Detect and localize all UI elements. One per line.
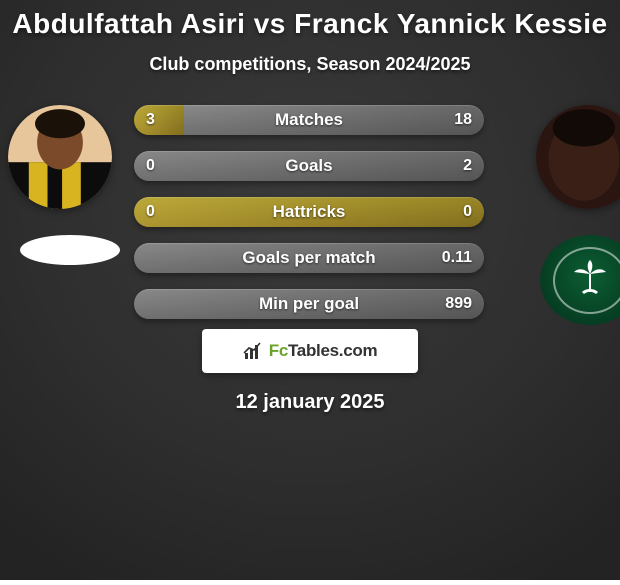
player2-club-badge [540,235,620,325]
player2-avatar [536,105,620,209]
club2-emblem [540,235,620,325]
stat-bar: 0Hattricks0 [134,197,484,227]
stat-value-right: 2 [451,151,484,181]
palm-icon [570,258,610,303]
stat-bar: Min per goal899 [134,289,484,319]
stat-label: Matches [134,105,484,135]
subtitle: Club competitions, Season 2024/2025 [0,54,620,75]
stat-value-right: 18 [442,105,484,135]
stat-value-right: 0 [451,197,484,227]
player1-avatar [8,105,112,209]
page-title: Abdulfattah Asiri vs Franck Yannick Kess… [0,0,620,40]
stat-label: Hattricks [134,197,484,227]
comparison-area: 3Matches180Goals20Hattricks0Goals per ma… [0,105,620,335]
stat-bar: 0Goals2 [134,151,484,181]
badge-prefix: Fc [269,341,288,360]
date-text: 12 january 2025 [0,391,620,414]
stat-label: Goals [134,151,484,181]
player1-club-badge [20,235,120,265]
player1-avatar-image [8,105,112,209]
stat-value-right: 0.11 [430,243,484,273]
card-content: Abdulfattah Asiri vs Franck Yannick Kess… [0,0,620,580]
stat-bars: 3Matches180Goals20Hattricks0Goals per ma… [134,105,484,335]
player2-avatar-image [536,105,620,209]
badge-suffix: Tables.com [288,341,377,360]
stat-bar: 3Matches18 [134,105,484,135]
stat-value-right: 899 [433,289,484,319]
stat-bar: Goals per match0.11 [134,243,484,273]
chart-icon [243,341,263,361]
stat-label: Min per goal [134,289,484,319]
badge-text: FcTables.com [269,341,378,361]
fctables-badge: FcTables.com [202,329,418,373]
